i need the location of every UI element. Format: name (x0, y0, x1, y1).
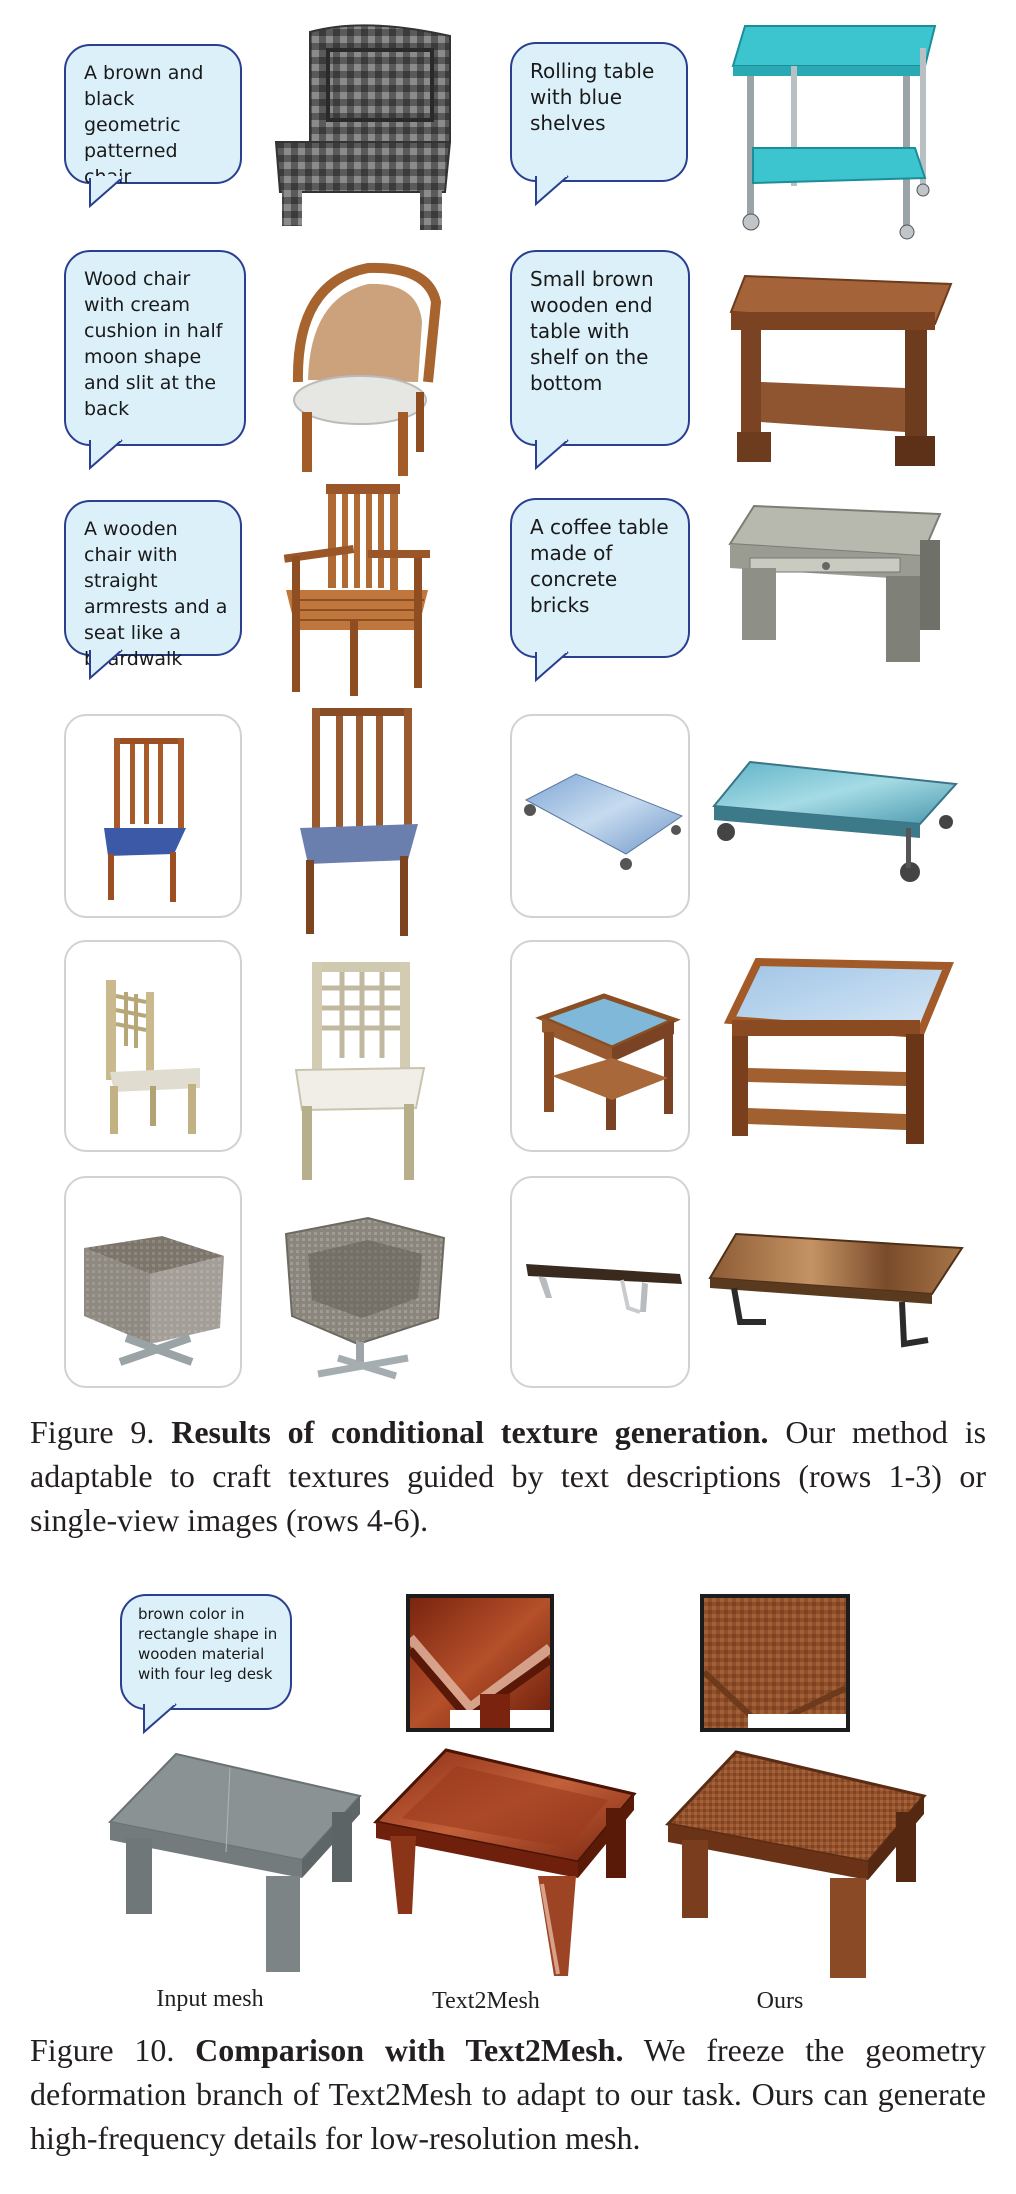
bubble-tail (535, 174, 569, 207)
caption-body: We freeze the geometry deformation branc… (30, 2032, 987, 2156)
prompt-text: A wooden chair with straight armrests an… (84, 518, 228, 670)
caption-label: Figure 9. (30, 1414, 155, 1450)
bubble-tail (143, 1702, 177, 1735)
rolling-table-blue (731, 25, 937, 240)
geometric-patterned-chair (274, 24, 452, 230)
zoom-patch-text2mesh (406, 1594, 554, 1732)
figure-10-caption: Figure 10. Comparison with Text2Mesh. We… (30, 2028, 986, 2160)
caption-label: Figure 10. (30, 2032, 175, 2068)
low-bench-reference (526, 1264, 682, 1314)
prompt-bubble: brown color in rectangle shape in wooden… (120, 1594, 292, 1710)
prompt-bubble: A coffee table made of concrete bricks (510, 498, 690, 658)
input-image-frame (64, 940, 242, 1152)
bubble-tail (535, 650, 569, 683)
label-ours: Ours (756, 1988, 804, 2014)
prompt-text: Small brown wooden end table with shelf … (530, 267, 654, 395)
caption-title: Comparison with Text2Mesh. (195, 2032, 624, 2068)
prompt-bubble: A wooden chair with straight armrests an… (64, 500, 242, 670)
wooden-end-table (729, 274, 953, 466)
cube-armchair-output (284, 1216, 446, 1380)
cube-armchair-reference (84, 1236, 224, 1366)
rolling-table-reference (524, 773, 684, 870)
input-image-frame (64, 714, 242, 918)
input-image-frame (510, 714, 690, 918)
prompt-bubble: A brown and black geometric patterned ch… (64, 44, 242, 188)
lattice-chair-output (294, 962, 426, 1180)
wood-chair-cream-cushion (292, 262, 442, 476)
desk-input-mesh (108, 1752, 362, 1972)
glass-end-table-reference (535, 993, 681, 1130)
wooden-chair-armrests (283, 484, 430, 696)
input-image-frame (510, 1176, 690, 1388)
concrete-coffee-table (728, 504, 942, 662)
chair-blue-seat-output (300, 708, 418, 936)
label-text2mesh: Text2Mesh (432, 1988, 540, 2014)
prompt-text: A coffee table made of concrete bricks (530, 515, 669, 617)
caption-title: Results of conditional texture generatio… (171, 1414, 769, 1450)
desk-ours (665, 1750, 927, 1978)
prompt-text: brown color in rectangle shape in wooden… (138, 1605, 278, 1683)
bubble-tail (535, 438, 569, 471)
prompt-bubble: Small brown wooden end table with shelf … (510, 250, 690, 446)
chair-blue-seat-reference (104, 738, 186, 902)
rolling-table-output (712, 760, 959, 882)
prompt-text: Wood chair with cream cushion in half mo… (84, 268, 223, 420)
bubble-tail (89, 648, 123, 681)
figure-9-caption: Figure 9. Results of conditional texture… (30, 1410, 986, 1542)
input-image-frame (510, 940, 690, 1152)
lattice-chair-reference (106, 980, 200, 1134)
text2mesh-detail (410, 1598, 550, 1728)
prompt-text: Rolling table with blue shelves (530, 59, 655, 135)
caption-body: Our method is adaptable to craft texture… (30, 1414, 987, 1538)
prompt-text: A brown and black geometric patterned ch… (84, 62, 204, 188)
ours-detail (704, 1598, 846, 1728)
input-image-frame (64, 1176, 242, 1388)
zoom-patch-ours (700, 1594, 850, 1732)
desk-text2mesh (372, 1748, 637, 1976)
bubble-tail (89, 176, 123, 209)
glass-end-table-output (723, 957, 954, 1144)
prompt-bubble: Rolling table with blue shelves (510, 42, 688, 182)
bubble-tail (89, 438, 123, 471)
low-bench-output (708, 1232, 964, 1348)
prompt-bubble: Wood chair with cream cushion in half mo… (64, 250, 246, 446)
label-input-mesh: Input mesh (156, 1986, 264, 2012)
